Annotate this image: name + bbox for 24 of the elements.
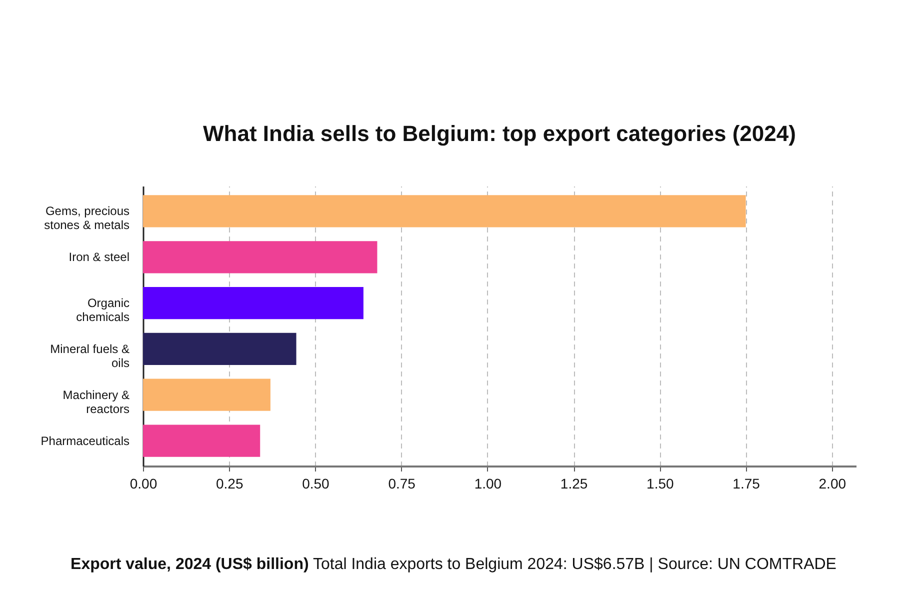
y-tick-label: Machinery & reactors [62, 388, 130, 416]
x-tick-label: 2.00 [818, 476, 846, 492]
bar [143, 241, 378, 274]
x-tick-label: 0.25 [216, 476, 244, 492]
bar [143, 378, 270, 411]
bar [143, 195, 746, 228]
x-axis-title: Export value, 2024 (US$ billion) [70, 556, 309, 573]
text: Total India exports to Belgium 2024: US$6.57B | Source: UN COMTRADE [312, 556, 836, 573]
y-tick-label: Iron & steel [68, 250, 130, 264]
y-tick-label: Pharmaceuticals [40, 434, 130, 448]
x-tick-label: 0.50 [302, 476, 330, 492]
bar [143, 424, 260, 457]
x-tick-label: 1.75 [732, 476, 760, 492]
x-tick-label: 0.00 [130, 476, 158, 492]
y-tick-label: Gems, precious stones & metals [44, 204, 130, 232]
x-tick-label: 0.75 [388, 476, 416, 492]
chart-title: What India sells to Belgium: top export categories (2024) [203, 121, 796, 146]
y-tick-label: Organic chemicals [76, 296, 130, 324]
x-tick-label: 1.25 [560, 476, 588, 492]
x-tick-label: 1.50 [646, 476, 674, 492]
bar [143, 286, 364, 320]
y-tick-label: Mineral fuels & oils [50, 342, 130, 370]
x-tick-label: 1.00 [474, 476, 502, 492]
bar [143, 332, 296, 366]
